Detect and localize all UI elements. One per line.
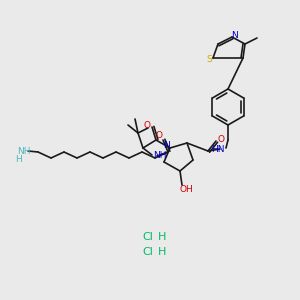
Text: H: H xyxy=(158,247,166,257)
Text: H: H xyxy=(158,232,166,242)
Text: N: N xyxy=(163,142,170,151)
Text: Cl: Cl xyxy=(142,232,153,242)
Text: OH: OH xyxy=(179,184,193,194)
Text: H: H xyxy=(15,154,21,164)
Text: S: S xyxy=(206,56,212,64)
Text: O: O xyxy=(218,134,224,143)
Text: O: O xyxy=(155,131,163,140)
Text: NH: NH xyxy=(17,146,31,155)
Text: N: N xyxy=(231,31,237,40)
Text: Cl: Cl xyxy=(142,247,153,257)
Text: O: O xyxy=(143,121,151,130)
Text: NH: NH xyxy=(153,152,167,160)
Text: HN: HN xyxy=(211,146,225,154)
